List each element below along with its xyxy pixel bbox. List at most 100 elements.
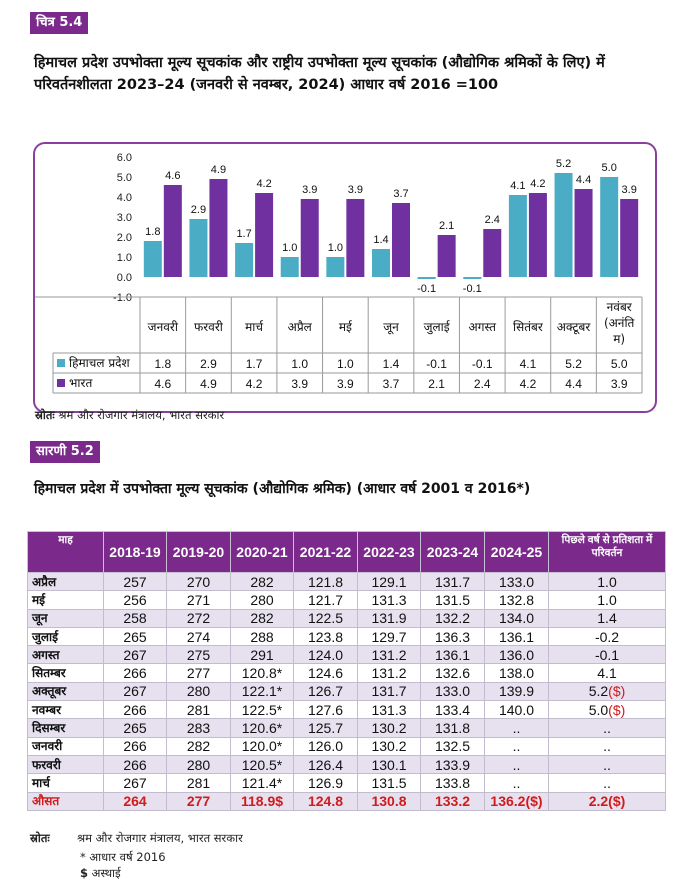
table-value: 4.6 <box>154 377 171 391</box>
data-label: 1.8 <box>145 226 160 238</box>
value-cell: 132.6 <box>420 663 485 683</box>
value-cell: 122.5 <box>293 608 358 628</box>
value-cell: 136.1 <box>420 645 485 665</box>
value-cell: 126.9 <box>293 773 358 793</box>
value-cell: 126.0 <box>293 736 358 756</box>
value-cell: 271 <box>166 590 231 610</box>
data-label: 3.9 <box>622 184 637 196</box>
table-value: -0.1 <box>472 357 493 371</box>
bar <box>189 219 208 277</box>
value-cell: 120.0* <box>230 736 294 756</box>
provisional-mark: ($) <box>608 701 626 718</box>
table-value: 4.2 <box>520 377 537 391</box>
data-label: 4.2 <box>530 178 545 190</box>
y-tick-label: 1.0 <box>117 252 132 264</box>
value-cell: 266 <box>103 754 167 775</box>
value-cell: 140.0 <box>484 700 549 720</box>
change-cell: .. <box>548 754 666 775</box>
y-tick-label: 2.0 <box>117 232 132 244</box>
value-cell: 132.8 <box>484 590 549 610</box>
value-cell: 136.1 <box>484 626 549 647</box>
table-value: 1.7 <box>246 357 263 371</box>
y-tick-label: 0.0 <box>117 272 132 284</box>
category-label: (अनंति <box>604 316 636 330</box>
value-cell: 283 <box>166 718 231 738</box>
data-label: -0.1 <box>463 283 482 295</box>
note-provisional: $ अस्थाई <box>80 866 121 881</box>
table-row: नवम्बर 266 281 122.5* 127.6 131.3 133.4 140.0 5.… <box>27 700 666 720</box>
table-row: जुलाई 265 274 288 123.8 129.7 136.3 136.1 -0.2 <box>27 626 666 647</box>
category-label: जुलाई <box>424 320 451 335</box>
value-cell: 270 <box>166 571 231 592</box>
value-cell: 130.8 <box>357 791 421 811</box>
category-label: मई <box>339 320 353 334</box>
value-cell: 267 <box>103 681 167 702</box>
value-cell: 288 <box>230 626 294 647</box>
bar-chart: 6.0 5.0 4.0 3.0 2.0 1.0 0.0 -1.0 1.8 2.9 1.7 1.0 1.0… <box>35 152 643 394</box>
value-cell: 277 <box>166 791 231 811</box>
table-value: 4.1 <box>520 357 537 371</box>
legend-key <box>57 359 65 367</box>
table-value: -0.1 <box>426 357 447 371</box>
bar <box>300 199 319 277</box>
category-label: जून <box>383 320 399 335</box>
value-cell: 267 <box>103 645 167 665</box>
change-cell: .. <box>548 773 666 793</box>
value-cell: 127.6 <box>293 700 358 720</box>
value-cell: .. <box>484 718 549 738</box>
bar <box>463 277 482 279</box>
month-cell: नवम्बर <box>27 700 104 720</box>
table-value: 1.4 <box>383 357 400 371</box>
data-label: 5.2 <box>556 158 571 170</box>
bar <box>392 203 410 277</box>
value-cell: .. <box>484 736 549 756</box>
bar <box>437 235 456 277</box>
bar <box>620 199 639 277</box>
value-cell: 136.2($) <box>484 791 549 811</box>
change-cell: 1.0 <box>548 571 666 592</box>
header-change: पिछले वर्ष से प्रतिशता में परिवर्तन <box>548 531 666 573</box>
table-value: 5.0 <box>611 357 628 371</box>
figure-source-text: श्रम और रोजगार मंत्रालय, भारत सरकार <box>58 408 225 422</box>
average-row: औसत 264 277 118.9$ 124.8 130.8 133.2 136.2($) 2.… <box>27 791 666 811</box>
chart-panel: 6.0 5.0 4.0 3.0 2.0 1.0 0.0 -1.0 1.8 2.9 1.7 1.0 1.0… <box>33 142 657 413</box>
value-cell: 132.2 <box>420 608 485 628</box>
bar <box>528 193 547 277</box>
value-cell: 126.7 <box>293 681 358 702</box>
value-cell: 120.5* <box>230 754 294 775</box>
value-cell: 133.8 <box>420 773 485 793</box>
value-cell: 120.8* <box>230 663 294 683</box>
value-cell: 256 <box>103 590 167 610</box>
table-source-label: स्रोतः <box>30 831 50 845</box>
category-label: अप्रैल <box>288 320 313 334</box>
table-value: 3.7 <box>383 377 400 391</box>
data-label: 3.7 <box>393 188 408 200</box>
note-base-year: * आधार वर्ष 2016 <box>80 850 166 864</box>
table-row: दिसम्बर 265 283 120.6* 125.7 130.2 131.8.... <box>27 718 666 738</box>
month-cell: मई <box>27 590 104 610</box>
table-row: मार्च 267 281 121.4* 126.9 131.5 133.8.... <box>27 773 666 793</box>
figure-tag: चित्र 5.4 <box>30 12 89 34</box>
data-label: 4.1 <box>510 180 525 192</box>
value-cell: 120.6* <box>230 718 294 738</box>
bar <box>554 173 573 277</box>
data-label: 2.1 <box>439 220 454 232</box>
table-value: 3.9 <box>611 377 628 391</box>
table-source-text: श्रम और रोजगार मंत्रालय, भारत सरकार <box>77 831 243 845</box>
category-label: सितंबर <box>513 320 544 334</box>
legend-label: भारत <box>69 376 93 390</box>
value-cell: .. <box>484 754 549 775</box>
value-cell: 133.4 <box>420 700 485 720</box>
bar <box>163 185 182 277</box>
value-cell: 122.5* <box>230 700 294 720</box>
value-cell: 118.9$ <box>230 791 294 811</box>
value-cell: 267 <box>103 773 167 793</box>
figure-title: हिमाचल प्रदेश उपभोक्ता मूल्य सूचकांक और … <box>34 55 605 93</box>
bar <box>209 179 228 277</box>
table-row: फरवरी 266 280 120.5* 126.4 130.1 133.9.... <box>27 754 666 775</box>
change-cell: 4.1 <box>548 663 666 683</box>
value-cell: 131.2 <box>357 663 421 683</box>
value-cell: 131.2 <box>357 645 421 665</box>
category-label: अक्टूबर <box>557 320 592 335</box>
value-cell: 133.0 <box>420 681 485 702</box>
